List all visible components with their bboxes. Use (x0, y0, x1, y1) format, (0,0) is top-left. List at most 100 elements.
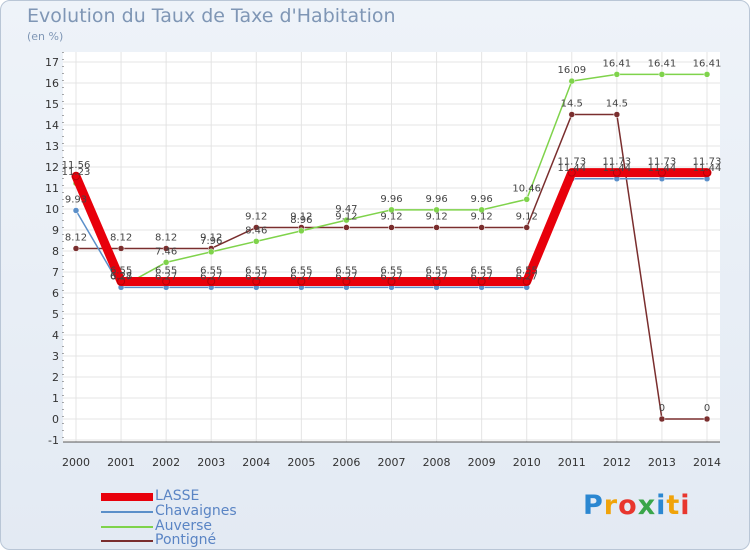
y-tick-label: 14 (45, 119, 59, 132)
y-tick-label: 2 (52, 371, 59, 384)
logo-letter: o (618, 490, 638, 521)
series-point-pontigné (478, 224, 485, 231)
data-label-lasse: 6.55 (155, 265, 177, 276)
series-point-pontigné (568, 111, 576, 118)
series-point-pontigné (253, 224, 260, 231)
y-tick-label: 9 (52, 224, 59, 237)
logo-letter: P (583, 490, 604, 521)
x-tick-label: 2014 (693, 456, 721, 469)
y-tick-label: 13 (45, 140, 59, 153)
data-label-pontigné: 9.12 (200, 232, 222, 243)
data-label-pontigné: 9.12 (335, 211, 357, 222)
x-tick-label: 2005 (287, 456, 315, 469)
logo-letter: x (637, 490, 657, 521)
y-tick-label: 6 (52, 287, 59, 300)
series-point-pontigné (523, 224, 530, 231)
data-label-pontigné: 9.12 (425, 211, 447, 222)
y-tick-label: 0 (52, 413, 59, 426)
y-tick-label: 11 (45, 182, 59, 195)
data-label-pontigné: 9.12 (516, 211, 538, 222)
chart-subtitle: (en %) (27, 30, 64, 43)
proxiti-logo: Proxiti (583, 490, 691, 521)
x-tick-label: 2007 (378, 456, 406, 469)
series-point-auverse (613, 71, 621, 78)
data-label-auverse: 8.96 (290, 215, 312, 226)
chart-title: Evolution du Taux de Taxe d'Habitation (27, 5, 396, 27)
data-label-chavaignes: 11.44 (693, 163, 722, 174)
series-point-lasse (207, 277, 216, 286)
x-tick-label: 2006 (332, 456, 360, 469)
data-label-pontigné: 9.12 (245, 211, 267, 222)
x-tick-label: 2013 (648, 456, 676, 469)
legend-label-lasse: LASSE (155, 488, 200, 504)
data-label-auverse: 7.96 (200, 236, 222, 247)
series-point-lasse (387, 277, 396, 286)
data-label-lasse: 6.55 (471, 265, 493, 276)
series-point-auverse (478, 206, 485, 214)
series-point-lasse (162, 277, 171, 286)
logo-letter: t (666, 490, 681, 521)
series-point-lasse (567, 168, 576, 177)
data-label-auverse: 9.96 (425, 194, 447, 205)
y-tick-label: 10 (45, 203, 59, 216)
series-point-auverse (207, 248, 215, 256)
data-label-auverse: 16.41 (648, 58, 677, 69)
data-label-lasse: 11.73 (693, 157, 722, 168)
series-point-pontigné (703, 415, 711, 423)
y-tick-label: 16 (45, 77, 59, 90)
legend-swatch-auverse (101, 526, 153, 528)
data-label-pontigné: 0 (704, 403, 710, 414)
x-tick-label: 2008 (423, 456, 451, 469)
series-point-lasse (432, 277, 441, 286)
data-label-lasse: 11.73 (557, 157, 586, 168)
data-label-auverse: 8.46 (245, 225, 267, 236)
legend-swatch-pontigne (101, 540, 153, 542)
data-label-pontigné: 9.12 (380, 211, 402, 222)
series-point-lasse (522, 277, 531, 286)
data-label-auverse: 9.96 (380, 194, 402, 205)
data-label-chavaignes: 9.93 (65, 194, 87, 205)
series-point-auverse (162, 259, 170, 266)
data-label-auverse: 10.46 (512, 183, 541, 194)
data-label-pontigné: 0 (659, 403, 665, 414)
series-point-pontigné (658, 415, 666, 423)
series-point-pontigné (72, 245, 80, 252)
y-tick-label: 15 (45, 98, 59, 111)
x-tick-label: 2010 (513, 456, 541, 469)
x-tick-label: 2003 (197, 456, 225, 469)
data-label-lasse: 11.73 (648, 157, 677, 168)
data-label-chavaignes: 6.27 (471, 271, 493, 282)
x-tick-label: 2009 (468, 456, 496, 469)
series-point-lasse (657, 168, 666, 177)
data-label-pontigné: 14.5 (606, 99, 628, 110)
legend-swatch-chavaignes (101, 511, 153, 513)
data-label-chavaignes: 11.44 (557, 163, 586, 174)
series-point-chavaignes (72, 207, 80, 214)
legend-label-pontigne: Pontigné (155, 532, 217, 548)
logo-letter: r (603, 490, 619, 521)
data-label-chavaignes: 6.27 (110, 271, 132, 282)
legend-label-auverse: Auverse (155, 518, 213, 534)
series-point-lasse (342, 277, 351, 286)
series-point-pontigné (343, 224, 350, 231)
data-label-pontigné: 8.12 (155, 232, 177, 243)
series-point-lasse (252, 277, 261, 286)
data-label-chavaignes: 6.27 (245, 271, 267, 282)
series-point-lasse (703, 168, 711, 177)
data-label-pontigné: 9.12 (471, 211, 493, 222)
data-label-lasse: 6.55 (380, 265, 402, 276)
series-point-lasse (117, 277, 126, 286)
data-label-chavaignes: 6.27 (380, 271, 402, 282)
data-label-chavaignes: 6.27 (335, 271, 357, 282)
legend-label-chavaignes: Chavaignes (155, 503, 237, 519)
y-tick-label: 3 (52, 350, 59, 363)
series-point-auverse (388, 206, 395, 214)
data-label-auverse: 6.28 (110, 271, 132, 282)
data-label-auverse: 16.09 (557, 65, 586, 76)
data-label-chavaignes: 6.27 (155, 271, 177, 282)
y-tick-label: -1 (48, 434, 59, 447)
x-tick-label: 2004 (242, 456, 270, 469)
y-tick-label: 4 (52, 329, 59, 342)
